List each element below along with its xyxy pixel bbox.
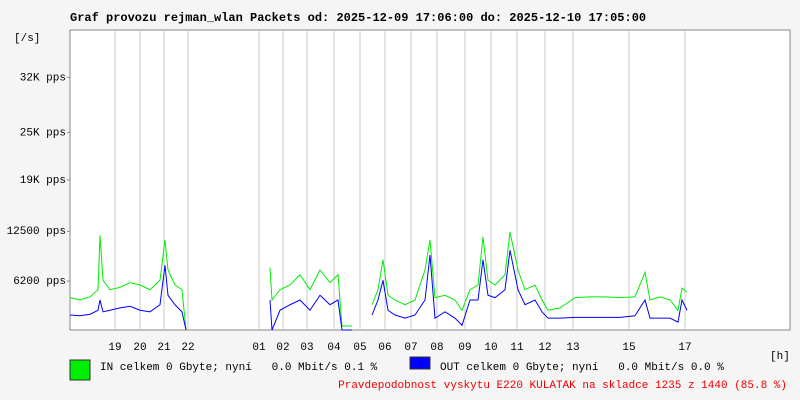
x-tick-label: 20 — [133, 342, 146, 354]
x-tick-label: 06 — [378, 342, 391, 354]
x-tick-label: 01 — [252, 342, 266, 354]
legend-swatch — [69, 359, 91, 381]
y-tick-label: 6200 pps — [13, 276, 66, 288]
x-tick-label: 05 — [353, 342, 366, 354]
legend-label: IN celkem 0 Gbyte; nyní 0.0 Mbit/s 0.1 % — [100, 362, 378, 374]
y-axis-label: [/s] — [14, 33, 40, 45]
x-tick-label: 04 — [327, 342, 341, 354]
y-tick-label: 32K pps — [20, 72, 66, 84]
series-line — [69, 232, 688, 331]
legend-swatch — [409, 356, 431, 370]
x-tick-label: 22 — [181, 342, 194, 354]
x-tick-label: 11 — [510, 342, 524, 354]
y-tick-label: 12500 pps — [7, 226, 66, 238]
footer: Pravdepodobnost vyskytu E220 KULATAK na … — [338, 380, 787, 392]
y-tick-label: 19K pps — [20, 175, 66, 187]
x-tick-label: 09 — [458, 342, 471, 354]
x-tick-label: 15 — [622, 342, 635, 354]
series-line — [69, 250, 688, 331]
x-tick-label: 08 — [430, 342, 443, 354]
x-tick-label: 21 — [157, 342, 171, 354]
plot-area — [69, 29, 791, 331]
legend-label: OUT celkem 0 Gbyte; nyní 0.0 Mbit/s 0.0 … — [440, 362, 724, 374]
chart-title: Graf provozu rejman_wlan Packets od: 202… — [70, 11, 646, 25]
x-tick-label: 03 — [300, 342, 313, 354]
x-tick-label: 17 — [678, 342, 691, 354]
x-axis-label: [h] — [770, 351, 790, 363]
x-tick-label: 02 — [276, 342, 289, 354]
x-tick-label: 19 — [108, 342, 121, 354]
x-tick-label: 13 — [566, 342, 579, 354]
x-tick-label: 12 — [538, 342, 551, 354]
x-tick-label: 10 — [484, 342, 497, 354]
y-tick-label: 25K pps — [20, 128, 66, 140]
x-tick-label: 07 — [404, 342, 417, 354]
